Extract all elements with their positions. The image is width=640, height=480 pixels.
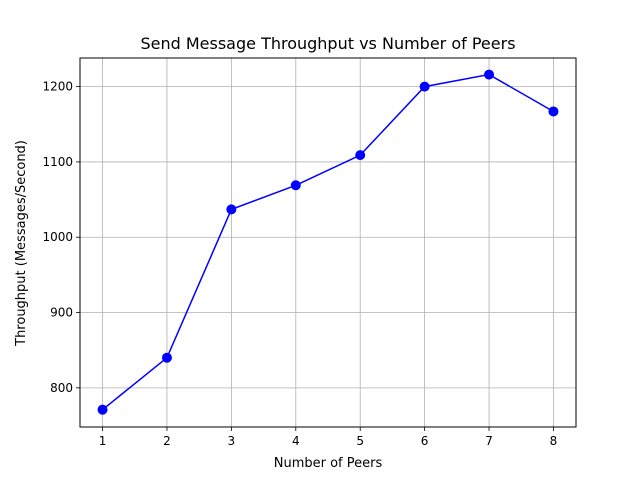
y-axis-label: Throughput (Messages/Second) xyxy=(14,140,29,347)
axes: 1 2 3 4 5 6 7 8 800 900 1000 1100 1200 xyxy=(42,57,577,448)
data-point xyxy=(290,180,301,191)
data-point xyxy=(484,69,495,80)
plot-frame xyxy=(79,57,577,428)
data-point xyxy=(97,404,108,415)
x-tick-label: 6 xyxy=(421,434,429,448)
x-tick-label: 4 xyxy=(292,434,300,448)
x-tick-label: 1 xyxy=(99,434,107,448)
x-tick-label: 8 xyxy=(550,434,558,448)
chart-title: Send Message Throughput vs Number of Pee… xyxy=(140,34,515,53)
y-tick-label: 1000 xyxy=(42,230,73,244)
grid xyxy=(80,58,576,427)
data-point xyxy=(419,81,430,92)
y-tick-label: 800 xyxy=(50,381,73,395)
data-point xyxy=(355,150,366,161)
y-tick-label: 900 xyxy=(50,306,73,320)
x-tick-label: 3 xyxy=(228,434,236,448)
data-point xyxy=(548,106,559,117)
data-point xyxy=(161,352,172,363)
y-tick-label: 1100 xyxy=(42,155,73,169)
series xyxy=(97,69,559,415)
x-tick-label: 5 xyxy=(356,434,364,448)
x-axis-label: Number of Peers xyxy=(274,456,383,471)
x-tick-label: 2 xyxy=(163,434,171,448)
x-tick-label: 7 xyxy=(485,434,493,448)
data-point xyxy=(226,204,237,215)
series-line xyxy=(102,73,554,411)
y-tick-label: 1200 xyxy=(42,80,73,94)
